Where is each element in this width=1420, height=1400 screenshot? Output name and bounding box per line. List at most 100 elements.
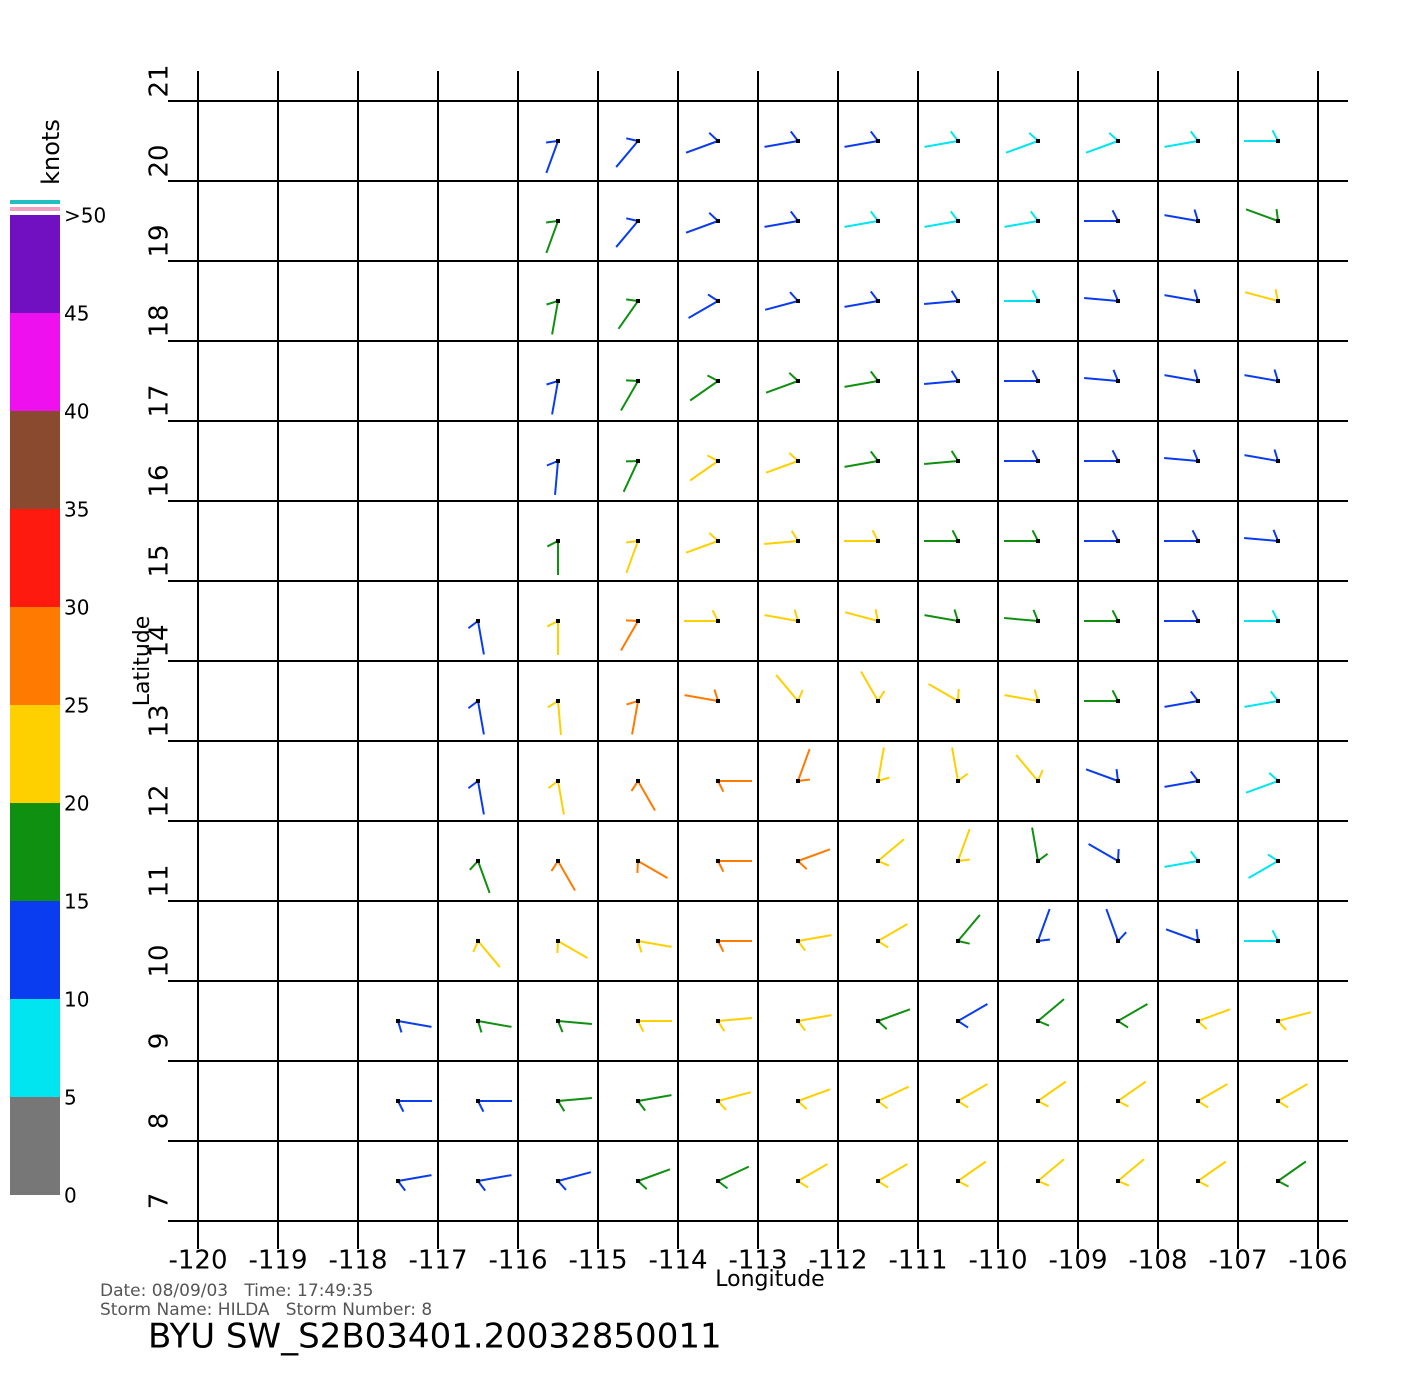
barb-base [716,219,720,223]
wind-barb [472,940,501,968]
barb-base [716,779,720,783]
wind-barb [637,1168,671,1190]
wind-barb [844,290,879,308]
colorbar-band [10,411,60,509]
wind-barb [717,940,752,953]
x-tick-label: -114 [648,1246,707,1276]
colorbar-tick-label: 35 [64,498,89,522]
x-axis-title: Longitude [715,1267,824,1292]
wind-barb [546,460,559,495]
y-tick-label: 19 [145,224,175,257]
colorbar-tick-label: 15 [64,890,89,914]
barb-base [956,1179,960,1183]
barb-base [716,379,720,383]
wind-barb [620,379,639,411]
barb-base [1116,619,1120,623]
wind-barb [877,1008,911,1030]
y-tick-label: 21 [145,64,175,97]
wind-barb [844,609,879,622]
wind-barb [477,1174,512,1192]
wind-barb [957,828,971,862]
wind-barb [764,210,799,228]
barb-base [636,139,640,143]
barb-base [1036,219,1040,223]
y-tick-label: 9 [145,1033,175,1050]
wind-barb [844,450,879,468]
barb-base [716,1099,720,1103]
wind-barb [717,780,752,793]
wind-barb [1244,690,1279,708]
wind-barb [1117,1003,1148,1029]
barb-base [796,779,800,783]
wind-barb [1164,369,1199,382]
barb-base [556,219,560,223]
barb-base [1116,459,1120,463]
wind-barb [717,1165,750,1190]
barb-base [1036,1099,1040,1103]
barb-base [876,459,880,463]
wind-barb [637,940,672,953]
wind-barb [1004,449,1039,462]
wind-barb [1105,908,1127,942]
wind-barb [1164,209,1199,222]
barb-base [956,779,960,783]
barb-base [1116,939,1120,943]
colorbar-band [10,607,60,705]
wind-barb [1015,754,1044,782]
wind-barb [924,529,959,542]
wind-barb [397,1020,432,1033]
barb-base [556,859,560,863]
barb-base [636,1099,640,1103]
wind-barb [557,1020,592,1033]
barb-base [1196,1179,1200,1183]
barb-base [876,619,880,623]
wind-barb [1165,928,1199,942]
wind-barb [764,609,799,622]
wind-barb [844,370,879,388]
colorbar-tick-label: >50 [64,204,106,228]
barb-base [1036,1019,1040,1023]
wind-barb [688,293,719,319]
barb-base [956,219,960,223]
wind-barb [630,780,656,811]
x-tick-label: -119 [248,1246,307,1276]
wind-barb [1245,772,1279,794]
colorbar-cap [10,207,60,211]
barb-base [716,539,720,543]
wind-barb [877,747,890,782]
wind-barb [1005,132,1039,154]
barb-base [876,699,880,703]
wind-barb [556,940,588,959]
barb-base [636,1019,640,1023]
barb-base [796,299,800,303]
grid [168,71,1348,1249]
barb-base [1036,699,1040,703]
wind-barb [957,914,981,945]
barb-base [956,1019,960,1023]
barb-base [1196,299,1200,303]
barb-base [556,1019,560,1023]
wind-barb [797,748,811,782]
wind-barb [1197,1083,1228,1109]
barb-base [1036,459,1040,463]
wind-barb [1164,130,1199,148]
barb-base [1116,539,1120,543]
wind-barb [546,380,559,415]
wind-barb [1244,129,1279,142]
wind-barb [689,454,719,482]
wind-barb [1277,1160,1307,1188]
barb-base [1276,1019,1280,1023]
barb-base [636,219,640,223]
barb-base [556,539,560,543]
wind-barb [1277,1083,1308,1109]
barb-base [636,859,640,863]
barb-base [716,299,720,303]
wind-barb [626,700,639,735]
wind-barb [557,1097,592,1112]
x-tick-label: -109 [1048,1246,1107,1276]
wind-barb [625,540,639,574]
wind-barb [1037,908,1051,942]
barb-base [1276,779,1280,783]
barb-base [1036,299,1040,303]
wind-barb [877,838,905,867]
